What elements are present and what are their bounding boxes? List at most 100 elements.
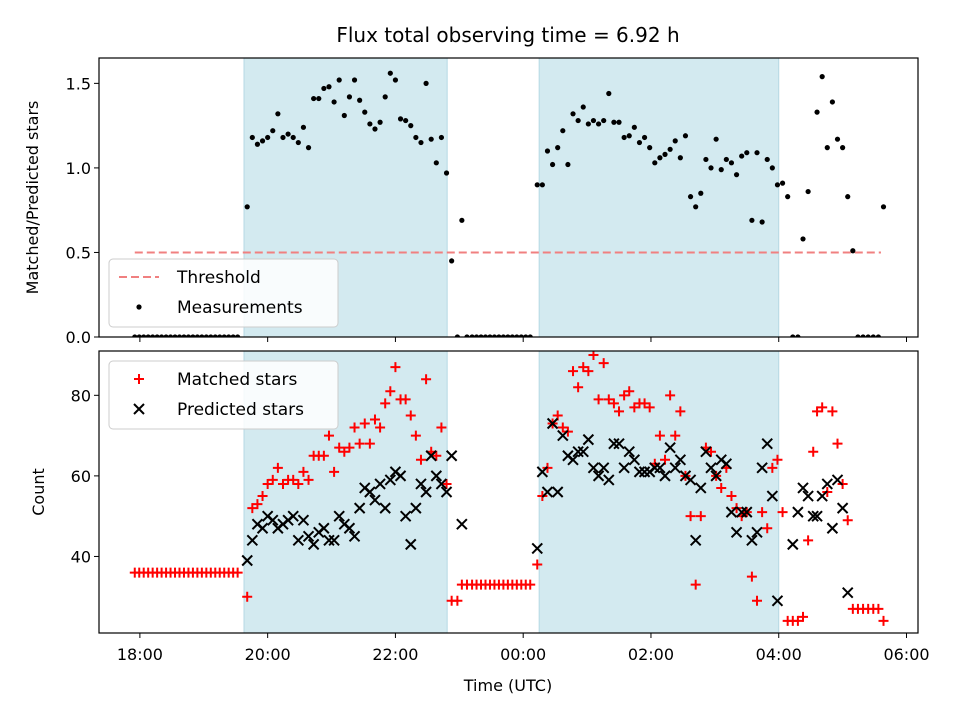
- measurement-point: [733, 172, 740, 178]
- measurement-point: [845, 194, 851, 200]
- x-tick-label: 00:00: [500, 645, 546, 664]
- measurement-point: [534, 182, 540, 188]
- predicted-star-point: [287, 510, 299, 522]
- predicted-star-point: [787, 538, 799, 551]
- measurement-point: [500, 334, 506, 337]
- predicted-star-point: [756, 462, 768, 474]
- predicted-star-point: [766, 490, 779, 502]
- matched-star-point: [252, 499, 263, 510]
- matched-star-point: [303, 474, 314, 485]
- measurement-point: [865, 334, 871, 337]
- measurement-point: [226, 334, 232, 337]
- panel-counts: 40 60 80 18:00 20:00 22:00 00:00 02:00 04:00 06:0…: [29, 350, 930, 664]
- predicted-star-point: [705, 462, 717, 474]
- predicted-star-point: [582, 433, 595, 446]
- predicted-star-point: [842, 587, 854, 599]
- matched-star-point: [777, 507, 788, 518]
- matched-star-point: [726, 491, 737, 502]
- measurement-point: [275, 111, 281, 117]
- measurement-point: [464, 334, 470, 337]
- predicted-star-point: [405, 538, 417, 551]
- predicted-star-point: [720, 458, 733, 470]
- observing-interval-2: [538, 57, 780, 338]
- x-tick-label: 02:00: [628, 645, 674, 664]
- matched-star-point: [410, 430, 421, 441]
- matched-star-point: [827, 406, 838, 417]
- measurement-point: [387, 70, 393, 76]
- y-tick-label: 60: [71, 467, 91, 486]
- matched-star-point: [369, 414, 380, 425]
- measurement-point: [514, 334, 520, 337]
- matched-star-point: [400, 394, 411, 405]
- measurement-point: [145, 334, 151, 337]
- measurement-point: [754, 150, 760, 156]
- measurement-point: [819, 74, 825, 80]
- matched-star-point: [624, 386, 635, 397]
- matched-star-point: [639, 398, 650, 409]
- matched-star-point: [746, 571, 757, 582]
- measurement-point: [580, 104, 586, 110]
- matched-star-point: [349, 422, 360, 433]
- measurement-point: [590, 117, 597, 124]
- panel-ratio: 0.0 0.5 1.0 1.5 Matched/Predicted stars Thres…: [23, 57, 919, 347]
- matched-star-point: [598, 358, 609, 369]
- matched-star-point: [288, 474, 299, 485]
- predicted-star-point: [826, 522, 839, 534]
- measurement-point: [764, 156, 770, 163]
- legend-box: [108, 258, 339, 328]
- matched-star-point: [557, 422, 568, 433]
- y-tick-label: 80: [71, 386, 91, 405]
- predicted-star-point: [807, 510, 819, 522]
- predicted-star-point: [394, 470, 407, 482]
- measurement-point: [539, 182, 545, 188]
- matched-star-point: [608, 398, 619, 409]
- matched-star-point: [272, 462, 283, 473]
- measurement-point: [413, 134, 419, 141]
- matched-star-point: [685, 511, 696, 522]
- measurement-point: [677, 155, 683, 161]
- measurement-point: [433, 160, 439, 166]
- predicted-star-point: [246, 534, 259, 547]
- measurement-point: [855, 334, 861, 337]
- measurement-point: [290, 134, 296, 141]
- matched-star-point: [415, 454, 426, 465]
- predicted-star-point: [333, 510, 345, 522]
- y-tick-label: 1.5: [66, 74, 91, 93]
- measurement-point: [136, 334, 142, 337]
- matched-star-point: [665, 390, 676, 401]
- legend-predicted-label: Predicted stars: [177, 400, 304, 420]
- predicted-star-point: [415, 478, 427, 490]
- measurement-point: [875, 334, 881, 337]
- measurement-point: [357, 97, 363, 103]
- measurement-point: [408, 123, 414, 129]
- measurement-point: [482, 334, 489, 337]
- measurement-point: [311, 95, 317, 102]
- measurement-point: [362, 109, 368, 115]
- measurement-point: [132, 334, 138, 337]
- measurement-point: [423, 80, 429, 86]
- measurement-point: [560, 128, 566, 134]
- predicted-star-point: [328, 534, 340, 547]
- predicted-star-point: [821, 478, 833, 490]
- measurement-point: [487, 334, 493, 337]
- plot-area: [132, 70, 887, 337]
- measurement-point: [570, 111, 576, 117]
- matched-star-point: [257, 491, 268, 502]
- predicted-star-point: [551, 486, 564, 498]
- predicted-star-point: [536, 466, 549, 478]
- measurement-point: [824, 145, 830, 151]
- measurement-point: [367, 121, 373, 127]
- matched-star-point: [431, 450, 442, 461]
- predicted-star-point: [649, 462, 661, 474]
- x-axis-label: Time (UTC): [463, 676, 552, 695]
- predicted-star-point: [541, 486, 554, 498]
- measurement-point: [641, 134, 648, 141]
- measurement-point: [850, 248, 856, 254]
- measurement-point: [555, 145, 561, 151]
- predicted-star-point: [689, 534, 702, 547]
- predicted-star-point: [811, 510, 823, 522]
- legend-predicted-swatch: [133, 403, 145, 415]
- predicted-star-point: [741, 506, 753, 518]
- predicted-star-point: [297, 514, 310, 526]
- legend-measurement-label: Measurements: [177, 298, 303, 318]
